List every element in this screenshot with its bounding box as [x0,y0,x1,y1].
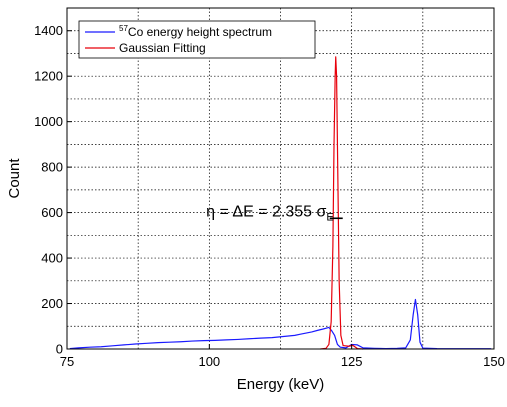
x-tick-label: 75 [60,354,74,369]
annotation-equals: = [215,203,232,220]
legend: 57Co energy height spectrum Gaussian Fit… [78,20,316,59]
fwhm-annotation-text: η = ΔE = 2.355 σE [206,203,334,223]
annotation-eta: η [206,203,215,220]
x-tick-label: 100 [198,354,220,369]
y-tick-label: 1400 [34,23,63,38]
plot-frame [66,7,495,350]
y-tick-label: 1200 [34,69,63,84]
x-tick-label: 150 [483,354,505,369]
series-gaussian-line [320,56,364,350]
y-tick-label: 1000 [34,114,63,129]
y-axis-title: Count [6,158,23,199]
annotation-mid: E = 2.355 [243,203,316,220]
series-layer [69,56,492,350]
annotation-subscript: E [326,211,333,223]
y-tick-label: 0 [56,342,63,357]
legend-label-superscript: 57 [119,24,128,33]
annotation-delta: Δ [232,203,243,220]
y-tick-label: 200 [41,296,63,311]
legend-label-spectrum: 57Co energy height spectrum [119,24,272,39]
x-tick-label: 125 [341,354,363,369]
series-spectrum-line [69,298,492,350]
annotation-sigma: σ [317,203,327,220]
legend-box [78,20,316,59]
fwhm-annotation: η = ΔE = 2.355 σE [206,203,343,223]
legend-label-gaussian: Gaussian Fitting [119,41,206,55]
y-tick-label: 400 [41,251,63,266]
legend-label-main: Co energy height spectrum [128,25,272,39]
y-tick-label: 800 [41,160,63,175]
y-tick-label: 600 [41,205,63,220]
tick-labels: 75 100 125 150 0 200 400 600 800 1000 1200 1400 [34,23,505,369]
x-axis-title: Energy (keV) [237,376,325,393]
ticks [66,30,495,350]
